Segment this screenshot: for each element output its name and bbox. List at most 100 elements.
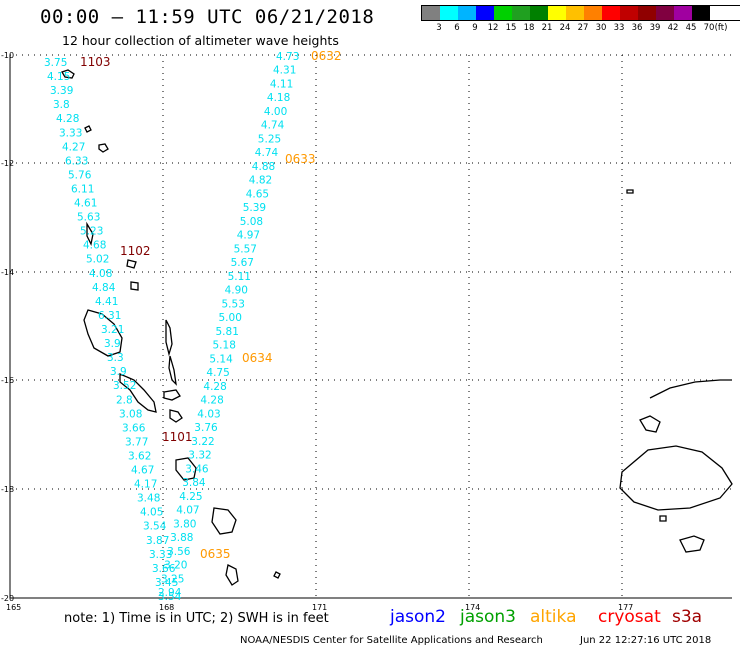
west-track-value: 3.66	[152, 563, 176, 575]
legend-swatch	[638, 6, 656, 20]
island-erromango	[211, 507, 237, 535]
west-track-value: 3.48	[137, 493, 160, 505]
west-track-value: 4.68	[83, 240, 106, 252]
legend-label: 3	[436, 23, 442, 33]
pass-time-label: 0632	[311, 49, 342, 63]
island-epi	[169, 409, 183, 423]
legend-swatch	[440, 6, 458, 20]
east-track-value: 4.00	[264, 106, 287, 118]
credit-line: NOAA/NESDIS Center for Satellite Applica…	[240, 635, 543, 646]
legend-swatch	[674, 6, 692, 20]
west-track-value: 3.54	[158, 591, 182, 603]
legend-swatch	[656, 6, 674, 20]
legend-label: 12	[487, 23, 499, 33]
east-track-value: 5.25	[258, 134, 281, 146]
west-track-value: 3.75	[44, 57, 67, 69]
west-track-value: 2.8	[116, 394, 133, 406]
east-track-value: 4.28	[200, 395, 223, 407]
west-track-value: 4.05	[140, 507, 163, 519]
west-track-value: 3.9	[110, 366, 127, 378]
satellite-jason2: jason2	[390, 607, 446, 627]
west-track-value: 3.33	[149, 549, 172, 561]
island-new-caledonia-north	[639, 379, 732, 433]
pass-time-label: 0633	[285, 152, 316, 166]
pass-time-label: 0635	[200, 547, 231, 561]
legend-swatch	[494, 6, 512, 20]
east-track-value: 2.94	[158, 587, 182, 599]
legend-swatch	[476, 6, 494, 20]
west-track-value: 5.02	[86, 254, 109, 266]
east-track-value: 3.25	[161, 573, 184, 585]
legend-label: (ft)	[714, 23, 728, 33]
pass-time-label: 1102	[120, 244, 151, 258]
west-track-value: 6.33	[65, 155, 88, 167]
lat-label: -14	[1, 268, 14, 277]
legend-label: 9	[472, 23, 478, 33]
east-track-value: 5.18	[213, 340, 236, 352]
lat-label: -20	[1, 594, 14, 603]
altimeter-tracks: 3.75 4.15 3.39 3.8 4.28 3.33 4.27 6.33 5.76 6.11 4…	[44, 51, 299, 603]
legend-label: 18	[523, 23, 535, 33]
satellite-s3a: s3a	[672, 607, 703, 627]
east-track-value: 4.97	[237, 230, 260, 242]
legend-swatch	[566, 6, 584, 20]
island-hunter	[626, 189, 634, 194]
island-efate	[175, 457, 197, 481]
east-track-value: 4.74	[261, 120, 285, 132]
west-track-value: 4.28	[56, 113, 79, 125]
west-track-value: 4.08	[89, 268, 112, 280]
lon-label: 171	[312, 603, 327, 612]
west-track-value: 3.33	[59, 127, 82, 139]
island-new-caledonia	[619, 445, 733, 511]
coastlines	[61, 69, 733, 586]
legend-label: 70	[703, 23, 715, 33]
legend-label: 15	[505, 23, 517, 33]
east-track-value: 4.31	[273, 65, 296, 77]
east-track-value: 4.73	[276, 51, 299, 63]
east-track-value: 4.75	[206, 367, 229, 379]
lon-label: 174	[465, 603, 480, 612]
legend-swatch	[458, 6, 476, 20]
west-track-value: 3.62	[128, 451, 151, 463]
lat-label: -18	[1, 485, 14, 494]
west-track-value: 3.77	[125, 436, 148, 448]
west-track-value: 3.08	[119, 408, 142, 420]
west-track-value: 3.54	[143, 521, 167, 533]
lat-label: -16	[1, 376, 14, 385]
west-track-value: 6.11	[71, 184, 94, 196]
west-track-value: 5.76	[68, 169, 92, 181]
island-pentecost	[168, 355, 177, 386]
east-track-value: 3.80	[173, 518, 196, 530]
legend-label: 30	[595, 23, 607, 33]
pass-time-label: 1101	[162, 430, 193, 444]
east-track-value: 4.18	[267, 92, 290, 104]
east-track-value: 3.32	[188, 450, 211, 462]
west-track-value: 3.39	[50, 85, 73, 97]
legend-swatch	[692, 6, 710, 20]
generation-timestamp: Jun 22 12:27:16 UTC 2018	[580, 635, 712, 646]
east-track-value: 4.03	[197, 408, 220, 420]
legend-swatch	[422, 6, 440, 20]
west-track-value: 5.23	[80, 226, 103, 238]
west-track-value: 4.61	[74, 198, 97, 210]
pass-time-labels: 1103 1102 1101 0632 0633 0634 0635	[80, 49, 342, 561]
west-track-value: 3.9	[104, 338, 121, 350]
color-legend: 3 6 9 12 15 18 21 24 27 30 33 36 39 42 45 70 (ft)	[421, 5, 740, 33]
east-track-value: 5.08	[240, 216, 263, 228]
legend-label: 21	[541, 23, 553, 33]
west-track-value: 3.8	[53, 99, 70, 111]
pass-time-label: 0634	[242, 351, 273, 365]
island-small-1	[84, 125, 92, 133]
west-track-value: 3.3	[107, 352, 124, 364]
east-track-value: 3.20	[164, 560, 187, 572]
legend-label: 36	[631, 23, 643, 33]
lat-label: -10	[1, 51, 14, 60]
legend-label: 6	[454, 23, 460, 33]
east-track-value: 3.88	[170, 532, 193, 544]
lat-label: -12	[1, 159, 14, 168]
pass-time-label: 1103	[80, 55, 111, 69]
west-track-value: 4.41	[95, 296, 118, 308]
west-track-value: 4.17	[134, 479, 157, 491]
satellite-jason3: jason3	[460, 607, 516, 627]
